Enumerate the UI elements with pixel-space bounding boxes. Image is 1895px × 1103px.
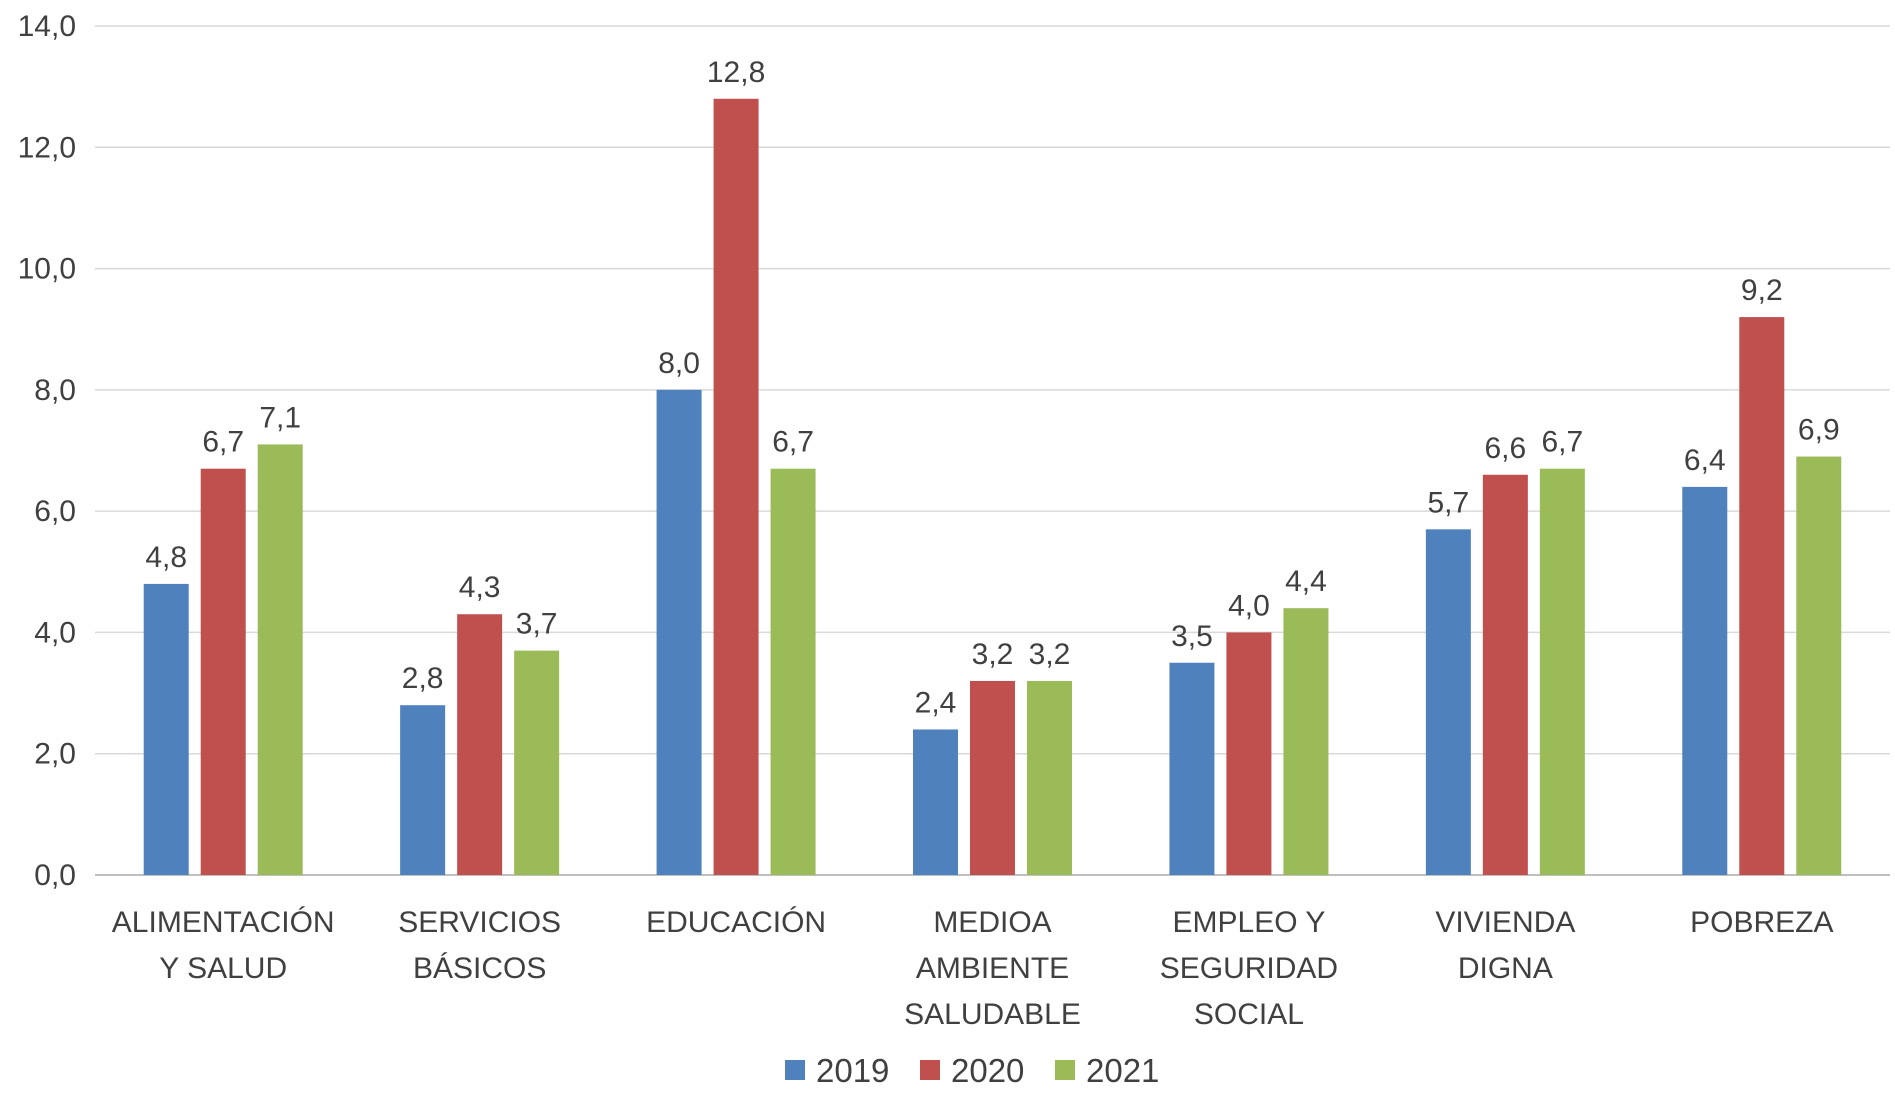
bar-2020 [1226,632,1272,875]
bar-2020 [457,614,503,875]
x-category-label: VIVIENDA [1435,906,1575,939]
bar-2020 [1739,317,1785,876]
bar-2019 [400,705,446,875]
x-category-label: POBREZA [1690,906,1833,939]
data-label: 3,5 [1171,620,1213,653]
data-label: 3,7 [516,608,558,641]
legend-label-2020: 2020 [951,1052,1024,1089]
x-category-label: Y SALUD [159,952,287,985]
data-label: 2,4 [915,686,957,719]
x-category-label: ALIMENTACIÓN [112,906,335,939]
x-category-label: AMBIENTE [916,952,1069,985]
y-tick-label: 0,0 [34,859,76,892]
bar-2019 [1425,529,1471,875]
legend-swatch-2021 [1055,1060,1075,1080]
data-label: 6,9 [1798,414,1840,447]
y-tick-label: 14,0 [18,10,76,43]
legend-swatch-2019 [785,1060,805,1080]
legend-label-2021: 2021 [1086,1052,1159,1089]
x-category-label: MEDIOA [933,906,1051,939]
data-label: 3,2 [972,638,1014,671]
bar-2021 [1027,680,1072,875]
data-label: 2,8 [402,662,444,695]
data-label: 4,4 [1285,565,1327,598]
data-label: 9,2 [1741,274,1783,307]
bar-2021 [514,650,560,875]
data-label: 8,0 [658,347,700,380]
data-label: 6,4 [1684,444,1726,477]
data-label: 4,8 [145,541,187,574]
x-category-label: BÁSICOS [413,952,546,985]
bar-2021 [257,444,303,875]
data-label: 6,6 [1484,432,1526,465]
bar-2020 [200,468,246,875]
data-label: 12,8 [707,56,765,89]
data-label: 7,1 [259,401,301,434]
data-label: 6,7 [202,426,244,459]
bar-2020 [970,680,1015,875]
x-category-label: SERVICIOS [398,906,561,939]
y-tick-label: 6,0 [34,495,76,528]
bar-2021 [1283,608,1329,875]
bar-2020 [1482,474,1528,875]
bar-2019 [1682,486,1728,875]
y-tick-label: 12,0 [18,131,76,164]
x-category-label: SOCIAL [1194,998,1304,1031]
data-label: 3,2 [1029,638,1071,671]
bar-2019 [913,729,958,875]
legend-label-2019: 2019 [816,1052,889,1089]
data-label: 6,7 [772,426,814,459]
y-tick-label: 2,0 [34,738,76,771]
bar-2021 [1539,468,1585,875]
x-category-label: SEGURIDAD [1160,952,1338,985]
data-label: 5,7 [1427,486,1469,519]
bar-2020 [713,98,759,876]
x-category-label: DIGNA [1458,952,1553,985]
bar-2019 [656,389,702,875]
data-label: 4,0 [1228,589,1270,622]
y-tick-label: 10,0 [18,253,76,286]
bar-2021 [1796,456,1842,875]
y-tick-label: 4,0 [34,616,76,649]
legend-swatch-2020 [920,1060,940,1080]
x-category-label: EMPLEO Y [1173,906,1326,939]
x-category-label: SALUDABLE [904,998,1081,1031]
bar-2019 [1169,662,1215,875]
y-tick-label: 8,0 [34,374,76,407]
bar-2019 [143,583,189,875]
bar-2021 [770,468,816,875]
data-label: 4,3 [459,571,501,604]
data-label: 6,7 [1541,426,1583,459]
x-category-label: EDUCACIÓN [646,906,826,939]
